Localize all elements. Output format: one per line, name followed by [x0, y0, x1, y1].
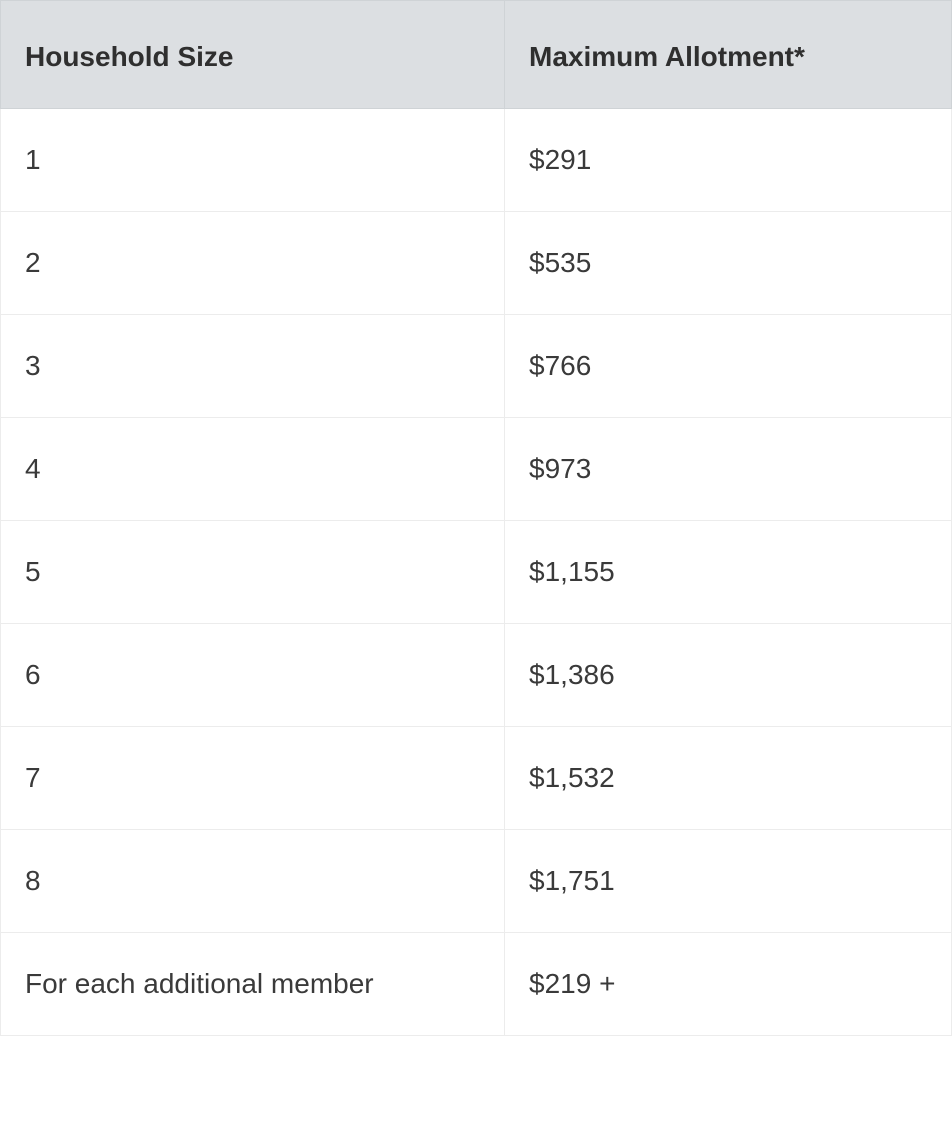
cell-household-size: 5 [1, 520, 505, 623]
cell-household-size: 4 [1, 417, 505, 520]
table-row: 8 $1,751 [1, 829, 952, 932]
cell-allotment: $1,751 [505, 829, 952, 932]
cell-allotment: $1,155 [505, 520, 952, 623]
allotment-table: Household Size Maximum Allotment* 1 $291… [0, 0, 952, 1036]
cell-allotment: $1,532 [505, 726, 952, 829]
table-header: Household Size Maximum Allotment* [1, 1, 952, 109]
cell-allotment: $535 [505, 211, 952, 314]
cell-allotment: $766 [505, 314, 952, 417]
table-row: 3 $766 [1, 314, 952, 417]
table-body: 1 $291 2 $535 3 $766 4 $973 5 $1,155 6 $… [1, 108, 952, 1035]
cell-allotment: $291 [505, 108, 952, 211]
table-row: 6 $1,386 [1, 623, 952, 726]
cell-household-size: 3 [1, 314, 505, 417]
cell-household-size: 8 [1, 829, 505, 932]
table-row: 5 $1,155 [1, 520, 952, 623]
cell-allotment: $219 + [505, 932, 952, 1035]
table-row: 4 $973 [1, 417, 952, 520]
table-row: For each additional member $219 + [1, 932, 952, 1035]
cell-household-size: For each additional member [1, 932, 505, 1035]
table-row: 1 $291 [1, 108, 952, 211]
cell-household-size: 7 [1, 726, 505, 829]
cell-allotment: $1,386 [505, 623, 952, 726]
cell-household-size: 6 [1, 623, 505, 726]
table-row: 2 $535 [1, 211, 952, 314]
cell-household-size: 2 [1, 211, 505, 314]
cell-household-size: 1 [1, 108, 505, 211]
col-header-household-size: Household Size [1, 1, 505, 109]
table-row: 7 $1,532 [1, 726, 952, 829]
col-header-maximum-allotment: Maximum Allotment* [505, 1, 952, 109]
table-header-row: Household Size Maximum Allotment* [1, 1, 952, 109]
cell-allotment: $973 [505, 417, 952, 520]
